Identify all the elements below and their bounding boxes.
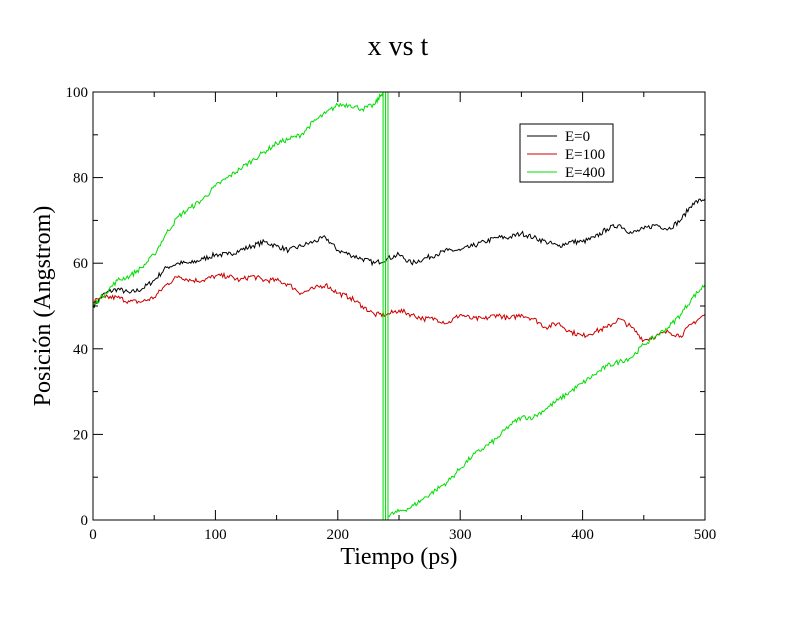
legend-label: E=0 [565,129,590,145]
y-tick-label: 80 [73,171,88,187]
series-line-e-400-segment-4 [388,285,705,517]
x-axis-ticks: 0 100 200 300 400 500 [89,92,716,543]
series-line-e-100-segment-0 [93,274,705,342]
y-tick-label: 0 [81,513,89,529]
series-line-e-400-segment-0 [93,92,383,306]
y-tick-label: 100 [66,85,89,101]
legend-label: E=400 [565,165,605,181]
y-tick-label: 60 [73,256,88,272]
plot-area: 0 100 200 300 400 500 0 20 40 60 80 100 [66,85,717,543]
x-tick-label: 500 [694,527,717,543]
y-axis-label: Posición (Angstrom) [30,206,56,407]
x-tick-label: 100 [204,527,227,543]
x-axis-label: Tiempo (ps) [340,544,457,570]
x-tick-label: 0 [89,527,97,543]
legend-label: E=100 [565,147,605,163]
x-tick-label: 200 [327,527,350,543]
x-tick-label: 300 [449,527,472,543]
y-tick-label: 20 [73,427,88,443]
x-tick-label: 400 [571,527,594,543]
series-line-e-0-segment-0 [93,199,705,307]
legend: E=0 E=100 E=400 [520,124,613,182]
chart-title: x vs t [368,31,429,62]
y-tick-label: 40 [73,342,88,358]
